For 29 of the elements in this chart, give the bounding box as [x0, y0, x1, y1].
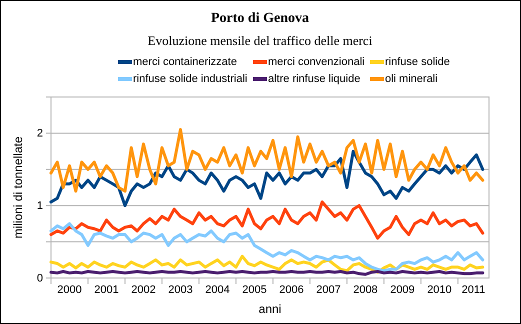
line-series [50, 200, 484, 240]
x-tick-label: 2008 [353, 284, 378, 296]
legend-label: merci convenzionali [268, 56, 365, 68]
line-series [50, 254, 484, 274]
y-tick-label: 1 [36, 200, 43, 212]
legend-label: altre rinfuse liquide [268, 73, 360, 85]
legend-label: rinfuse solide [385, 56, 450, 68]
chart-title: Porto di Genova [211, 11, 309, 26]
legend-label: rinfuse solide industriali [133, 73, 248, 85]
x-tick-label: 2006 [279, 284, 304, 296]
x-tick-label: 2011 [462, 284, 486, 296]
legend-label: merci containerizzate [133, 56, 237, 68]
y-axis-title: milioni di tonnellate [11, 136, 25, 239]
x-tick-label: 2007 [316, 284, 341, 296]
chart-subtitle: Evoluzione mensile del traffico delle merci [148, 33, 373, 48]
x-tick-label: 2005 [242, 284, 267, 296]
x-tick-label: 2001 [94, 284, 119, 296]
x-tick-label: 2009 [390, 284, 415, 296]
y-tick-label: 2 [36, 128, 43, 140]
x-tick-label: 2004 [205, 284, 230, 296]
y-tick-label: 0 [36, 272, 43, 285]
x-tick-label: 2000 [57, 284, 82, 296]
x-tick-label: 2002 [131, 284, 156, 296]
legend-label: oli minerali [385, 73, 438, 85]
line-series [50, 222, 484, 272]
line-series [50, 128, 484, 193]
x-tick-label: 2003 [168, 284, 193, 296]
x-axis-title: anni [258, 302, 282, 316]
x-tick-label: 2010 [427, 284, 452, 296]
